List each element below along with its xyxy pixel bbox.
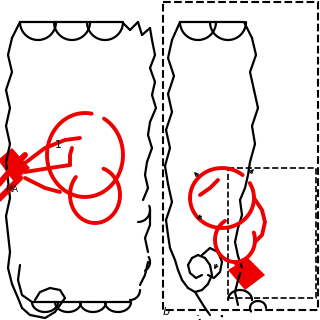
Text: b: b xyxy=(163,307,170,317)
Polygon shape xyxy=(228,258,265,290)
Polygon shape xyxy=(0,148,30,182)
Text: 1: 1 xyxy=(55,140,62,150)
Text: MA: MA xyxy=(5,185,18,194)
